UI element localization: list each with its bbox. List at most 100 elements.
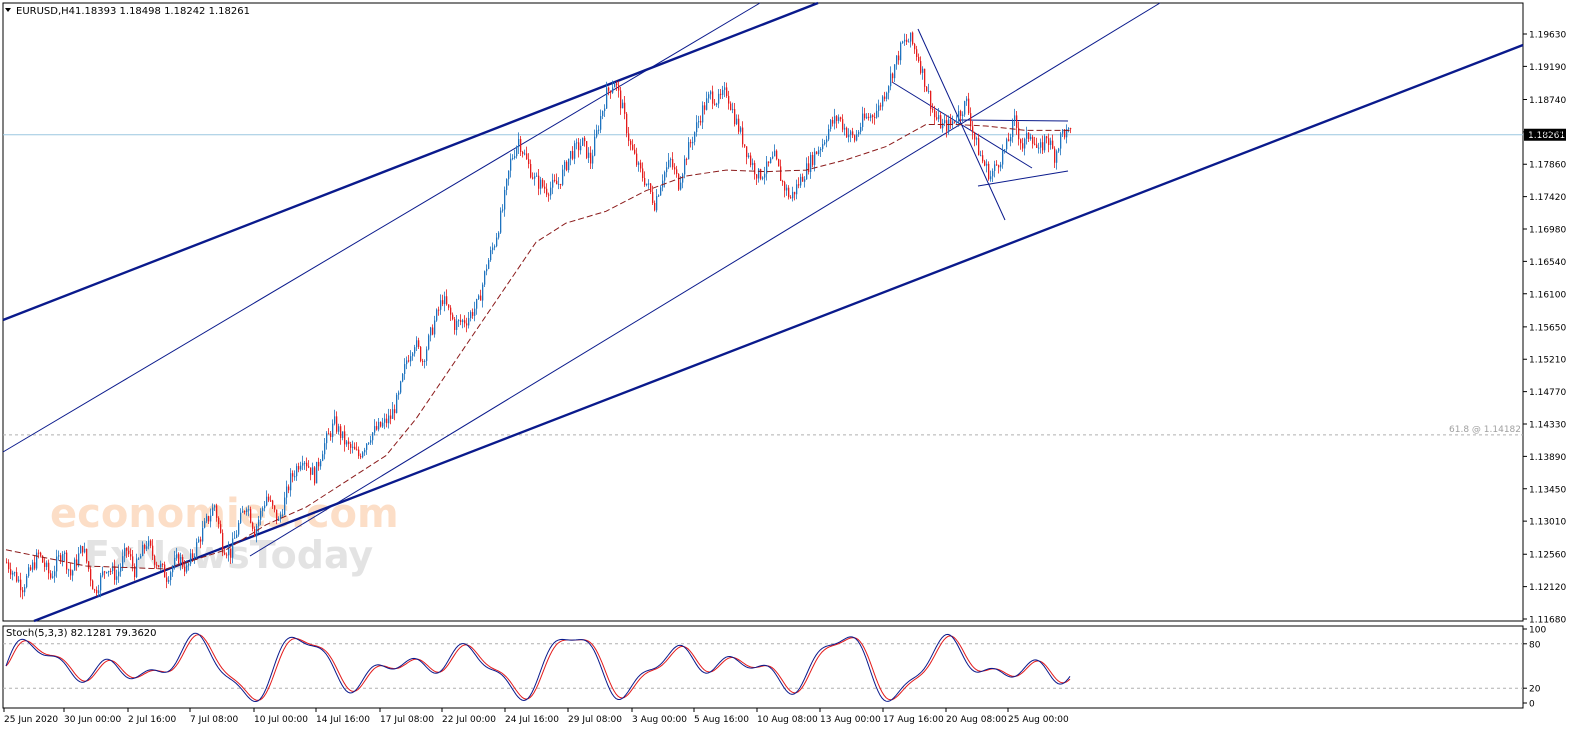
y-tick-label: 1.14330 (1529, 421, 1566, 431)
candle-body (162, 563, 164, 565)
candle-body (112, 566, 114, 572)
candle-body (848, 134, 850, 138)
candle-body (26, 575, 28, 588)
candle-body (926, 86, 928, 92)
candle-body (690, 142, 692, 144)
candle-body (868, 116, 870, 118)
candle-body (872, 115, 874, 118)
candle-body (236, 534, 238, 538)
candle-body (678, 173, 680, 190)
candle-body (76, 559, 78, 566)
candle-body (850, 131, 852, 135)
candle-body (102, 571, 104, 576)
trendline-channel-lower-thick (33, 43, 1524, 623)
candle-body (10, 569, 12, 575)
candle-body (744, 144, 746, 147)
candle-body (456, 320, 458, 330)
trendline-triangle-bottom (977, 170, 1069, 187)
candle-body (814, 151, 816, 165)
candle-body (308, 466, 310, 468)
candle-body (62, 554, 64, 562)
candle-body (1008, 139, 1010, 142)
candle-body (990, 176, 992, 180)
candle-body (1052, 140, 1054, 149)
candle-body (598, 129, 600, 131)
candle-body (302, 462, 304, 466)
candle-body (646, 183, 648, 186)
candle-body (732, 109, 734, 111)
candle-body (942, 123, 944, 129)
candle-body (438, 309, 440, 311)
candle-body (968, 98, 970, 114)
x-tick-label: 13 Aug 00:00 (820, 715, 881, 725)
candle-body (156, 564, 158, 566)
candle-body (734, 109, 736, 125)
candle-body (992, 170, 994, 177)
candle-body (166, 577, 168, 582)
candle-body (480, 295, 482, 301)
candle-body (30, 567, 32, 570)
candle-body (878, 105, 880, 111)
candle-body (538, 175, 540, 189)
candle-body (530, 164, 532, 178)
candle-body (658, 195, 660, 197)
candle-body (804, 179, 806, 182)
y-tick-label: 1.18300 (1529, 128, 1566, 138)
candle-body (812, 154, 814, 165)
candle-body (458, 320, 460, 322)
candle-body (638, 162, 640, 165)
candle-body (808, 163, 810, 173)
candle-body (72, 570, 74, 576)
x-tick-label: 5 Aug 16:00 (694, 715, 749, 725)
candle-body (936, 117, 938, 120)
candle-body (572, 151, 574, 159)
candle-body (724, 87, 726, 90)
candle-body (820, 149, 822, 151)
candle-body (246, 509, 248, 513)
candle-body (364, 449, 366, 453)
candle-body (440, 300, 442, 310)
candle-body (994, 164, 996, 171)
chart-ohlc-label: 1.18393 1.18498 1.18242 1.18261 (75, 6, 250, 17)
candle-body (788, 187, 790, 198)
candle-body (348, 441, 350, 445)
candle-body (386, 418, 388, 424)
candle-body (314, 467, 316, 484)
candle-body (954, 121, 956, 123)
candle-body (16, 572, 18, 582)
candle-body (532, 177, 534, 179)
candle-body (528, 159, 530, 165)
candle-body (486, 268, 488, 272)
candle-body (138, 558, 140, 560)
candle-body (510, 158, 512, 171)
candle-body (304, 462, 306, 464)
candle-body (84, 548, 86, 553)
candle-body (854, 135, 856, 141)
candle-body (1010, 137, 1012, 142)
candle-body (576, 142, 578, 144)
candle-body (686, 158, 688, 160)
candle-body (858, 131, 860, 135)
menu-triangle-icon[interactable] (5, 8, 11, 12)
candle-body (996, 164, 998, 166)
candle-body (864, 113, 866, 119)
candle-body (642, 168, 644, 178)
candle-body (356, 449, 358, 451)
candle-body (682, 174, 684, 183)
current-price-label: 1.18261 (1528, 131, 1565, 141)
candle-body (252, 522, 254, 529)
candle-body (944, 120, 946, 124)
candle-body (82, 546, 84, 553)
candle-body (332, 423, 334, 438)
candle-body (226, 554, 228, 556)
candle-body (746, 146, 748, 158)
candle-body (28, 567, 30, 576)
candle-body (212, 507, 214, 516)
candle-body (1068, 128, 1070, 130)
candle-body (202, 527, 204, 542)
candle-body (566, 161, 568, 171)
candle-body (244, 511, 246, 513)
stoch-tick-label: 80 (1529, 640, 1541, 650)
candle-body (934, 110, 936, 118)
candle-body (218, 517, 220, 525)
